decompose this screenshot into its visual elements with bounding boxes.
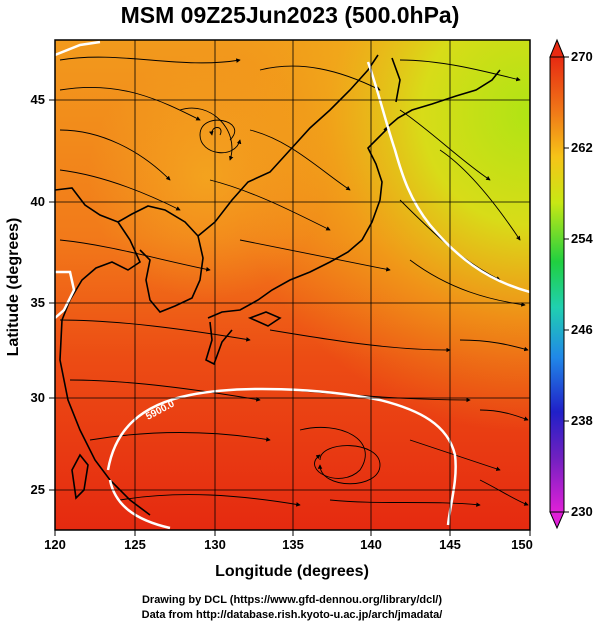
coastlines [55, 54, 501, 516]
x-ticks: 120 125 130 135 140 145 150 [44, 530, 533, 552]
y-tick-label: 45 [31, 92, 45, 107]
coast-kyushu [205, 321, 233, 366]
colorbar-bottom-arrow [549, 511, 565, 530]
cold-pocket [55, 40, 530, 530]
plot-area: 5900.0 [55, 40, 530, 530]
y-tick-label: 35 [31, 295, 45, 310]
coast-sakhalin [391, 57, 401, 103]
credit-data: Data from http://database.rish.kyoto-u.a… [142, 609, 443, 621]
colorbar-tick-label: 238 [571, 413, 593, 428]
colorbar-tick-label: 270 [571, 49, 593, 64]
map-title: MSM 09Z25Jun2023 (500.0hPa) [121, 2, 460, 28]
colorbar-tick-label: 230 [571, 504, 593, 519]
x-tick-label: 140 [360, 537, 382, 552]
coast-russia [197, 54, 379, 237]
x-tick-label: 135 [282, 537, 304, 552]
coast-shikoku [247, 311, 282, 327]
coast-china [55, 187, 151, 516]
coast-taiwan [71, 453, 89, 500]
x-tick-label: 145 [439, 537, 461, 552]
x-tick-label: 120 [44, 537, 66, 552]
x-tick-label: 125 [124, 537, 146, 552]
credit-drawing: Drawing by DCL (https://www.gfd-dennou.o… [142, 594, 442, 606]
x-tick-label: 150 [511, 537, 533, 552]
y-tick-label: 25 [31, 482, 45, 497]
colorbar-tick-label: 254 [571, 231, 593, 246]
x-axis-label: Longitude (degrees) [215, 563, 369, 580]
y-ticks: 25 30 35 40 45 [31, 92, 55, 497]
x-tick-label: 130 [204, 537, 226, 552]
colorbar-tick-label: 246 [571, 322, 593, 337]
colorbar-tick-label: 262 [571, 140, 593, 155]
colorbar-scale [549, 56, 565, 513]
y-tick-label: 30 [31, 390, 45, 405]
coast-korea [117, 205, 204, 313]
colorbar: 270 262 254 246 238 230 [549, 38, 593, 530]
graticule [55, 40, 530, 530]
colorbar-top-arrow [549, 38, 565, 58]
y-tick-label: 40 [31, 194, 45, 209]
contour-5900 [55, 40, 530, 530]
y-axis-label: Latitude (degrees) [5, 218, 22, 357]
